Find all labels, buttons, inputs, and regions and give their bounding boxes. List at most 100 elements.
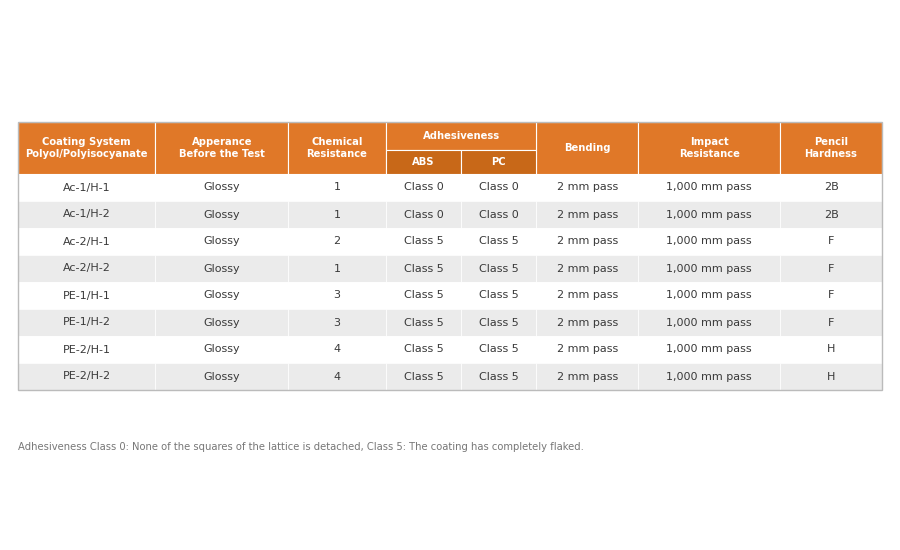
Text: 4: 4 [334,371,340,382]
Bar [156,201,288,228]
Text: 1,000 mm pass: 1,000 mm pass [666,236,752,246]
Text: PE-2/H-2: PE-2/H-2 [63,371,111,382]
Bar [536,309,638,336]
Text: 2 mm pass: 2 mm pass [557,183,618,192]
Text: ABS: ABS [412,157,435,167]
Bar [18,282,156,309]
Text: 2 mm pass: 2 mm pass [557,290,618,300]
Bar [156,174,288,201]
Text: Class 0: Class 0 [479,183,518,192]
Text: 1,000 mm pass: 1,000 mm pass [666,183,752,192]
Bar [461,174,536,201]
Bar [638,228,780,255]
Text: Class 5: Class 5 [403,371,444,382]
Text: Coating System
Polyol/Polyisocyanate: Coating System Polyol/Polyisocyanate [25,137,148,159]
Bar [536,255,638,282]
Text: Glossy: Glossy [203,317,240,327]
Text: Glossy: Glossy [203,290,240,300]
Text: 4: 4 [334,344,340,355]
Text: Ac-2/H-2: Ac-2/H-2 [63,263,111,273]
Text: Class 5: Class 5 [479,317,518,327]
Bar [780,363,882,390]
Text: 2B: 2B [824,183,839,192]
Bar [386,150,461,174]
Bar [638,255,780,282]
Text: PE-1/H-1: PE-1/H-1 [63,290,111,300]
Bar [288,174,386,201]
Bar [18,363,156,390]
Bar [780,122,882,174]
Bar [780,201,882,228]
Bar [288,363,386,390]
Bar [386,363,461,390]
Bar [156,336,288,363]
Text: 1,000 mm pass: 1,000 mm pass [666,263,752,273]
Text: Glossy: Glossy [203,183,240,192]
Text: 1: 1 [334,263,340,273]
Text: 3: 3 [334,290,340,300]
Text: 1,000 mm pass: 1,000 mm pass [666,210,752,219]
Text: Ac-1/H-1: Ac-1/H-1 [63,183,111,192]
Bar [461,309,536,336]
Bar [461,201,536,228]
Bar [461,150,536,174]
Text: 2 mm pass: 2 mm pass [557,344,618,355]
Bar [638,309,780,336]
Bar [156,122,288,174]
Bar [288,255,386,282]
Text: Class 5: Class 5 [403,263,444,273]
Bar [18,122,882,390]
Text: 2 mm pass: 2 mm pass [557,371,618,382]
Text: 2 mm pass: 2 mm pass [557,236,618,246]
Bar [461,282,536,309]
Bar [638,282,780,309]
Text: Ac-1/H-2: Ac-1/H-2 [63,210,111,219]
Bar [18,255,156,282]
Text: 1,000 mm pass: 1,000 mm pass [666,290,752,300]
Bar [638,336,780,363]
Bar [536,228,638,255]
Text: F: F [828,236,834,246]
Bar [638,174,780,201]
Text: Glossy: Glossy [203,344,240,355]
Bar [536,282,638,309]
Bar [386,255,461,282]
Text: Apperance
Before the Test: Apperance Before the Test [179,137,265,159]
Text: 2 mm pass: 2 mm pass [557,210,618,219]
Bar [386,336,461,363]
Bar [386,282,461,309]
Bar [18,122,156,174]
Bar [18,174,156,201]
Bar [18,336,156,363]
Text: Class 0: Class 0 [479,210,518,219]
Text: Glossy: Glossy [203,371,240,382]
Bar [288,336,386,363]
Text: Adhesiveness Class 0: None of the squares of the lattice is detached, Class 5: T: Adhesiveness Class 0: None of the square… [18,442,584,452]
Text: 1,000 mm pass: 1,000 mm pass [666,317,752,327]
Bar [536,363,638,390]
Bar [18,228,156,255]
Bar [18,309,156,336]
Bar [461,228,536,255]
Bar [288,282,386,309]
Bar [18,201,156,228]
Text: Class 0: Class 0 [403,183,444,192]
Bar [638,122,780,174]
Bar [156,282,288,309]
Bar [461,363,536,390]
Text: Ac-2/H-1: Ac-2/H-1 [63,236,111,246]
Text: Class 5: Class 5 [479,371,518,382]
Text: 1,000 mm pass: 1,000 mm pass [666,344,752,355]
Text: F: F [828,263,834,273]
Text: PE-2/H-1: PE-2/H-1 [63,344,111,355]
Text: Class 5: Class 5 [403,317,444,327]
Text: H: H [827,371,835,382]
Bar [386,201,461,228]
Text: Class 5: Class 5 [403,344,444,355]
Text: Class 5: Class 5 [479,290,518,300]
Bar [156,363,288,390]
Bar [288,228,386,255]
Text: Adhesiveness: Adhesiveness [422,131,500,141]
Bar [288,122,386,174]
Text: F: F [828,317,834,327]
